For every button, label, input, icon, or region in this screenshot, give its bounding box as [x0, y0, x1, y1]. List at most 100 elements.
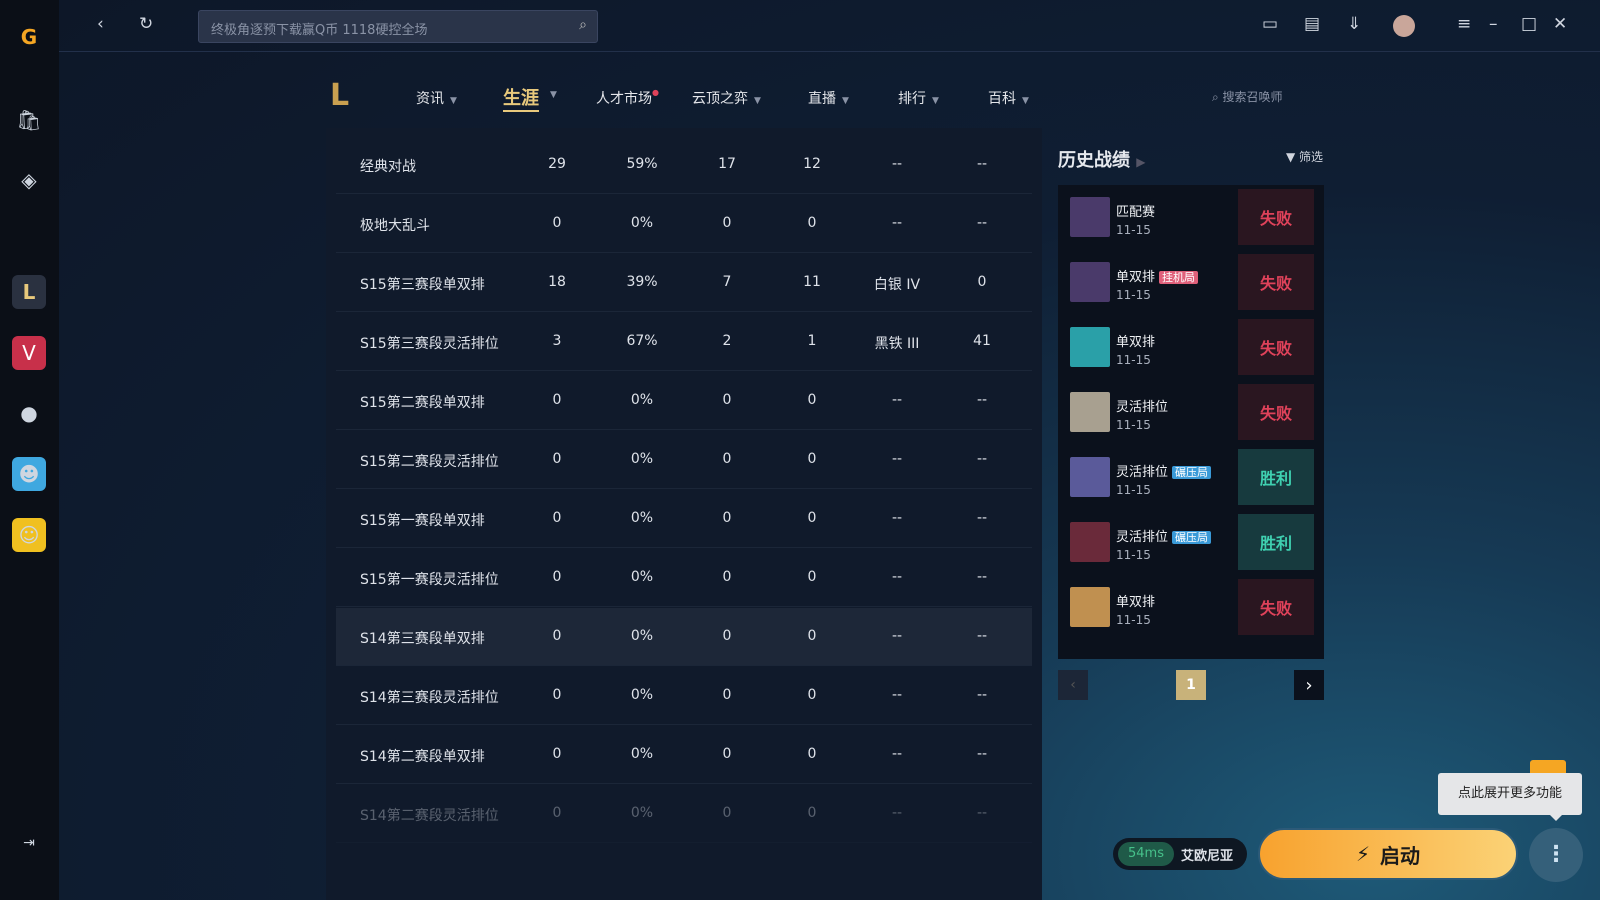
mode-name: 极地大乱斗 [360, 218, 430, 234]
champion-avatar [1070, 457, 1110, 497]
match-result: 失败 [1238, 384, 1314, 440]
nav-career[interactable]: 生涯 [503, 84, 539, 112]
stat-cell: 0 [552, 215, 562, 231]
lol-game-icon[interactable]: L [12, 275, 46, 309]
stat-cell: 0% [630, 392, 654, 408]
table-row[interactable]: S15第一赛段单双排 0 0% 0 0 -- -- [336, 490, 1032, 548]
stat-cell: -- [976, 628, 988, 644]
mode-name: S14第三赛段单双排 [360, 631, 485, 647]
search-icon[interactable]: ⌕ [579, 17, 587, 33]
search-input[interactable]: 终极角逐预下载赢Q币 1118硬控全场 ⌕ [198, 10, 598, 43]
lightning-icon: ⚡ [1355, 842, 1371, 866]
stat-cell: 67% [626, 333, 658, 349]
match-tag: 碾压局 [1172, 531, 1212, 544]
mode-name: S14第二赛段灵活排位 [360, 808, 499, 824]
filter-button[interactable]: ▼ 筛选 [1286, 150, 1324, 164]
stat-cell: 0 [552, 569, 562, 585]
mode-name: S15第三赛段灵活排位 [360, 336, 499, 352]
avatar[interactable] [1393, 15, 1415, 37]
champion-avatar [1070, 522, 1110, 562]
maximize-icon[interactable]: □ [1521, 14, 1538, 34]
app-logo-icon: G [20, 25, 38, 49]
download-icon[interactable]: ⇓ [1347, 14, 1362, 34]
match-mode: 匹配赛 [1116, 205, 1156, 220]
stat-cell: 0 [807, 746, 817, 762]
nav-wiki[interactable]: 百科 ▼ [988, 91, 1029, 107]
table-row[interactable]: 极地大乱斗 0 0% 0 0 -- -- [336, 195, 1032, 253]
game-icon[interactable]: ● [20, 401, 38, 425]
stat-cell: 0 [977, 274, 987, 290]
match-date: 11-15 [1116, 483, 1151, 497]
nav-talent[interactable]: 人才市场● [596, 88, 659, 107]
back-icon[interactable]: ‹ [97, 14, 104, 34]
game-icon[interactable]: ☻ [12, 457, 46, 491]
stat-cell: 0 [807, 805, 817, 821]
chevron-down-icon: ▼ [550, 90, 557, 100]
game-icon[interactable]: ☺ [12, 518, 46, 552]
stat-cell: 0 [807, 451, 817, 467]
table-row[interactable]: S15第三赛段灵活排位 3 67% 2 1 黑铁 III 41 [336, 313, 1032, 371]
minimize-icon[interactable]: – [1489, 14, 1498, 34]
message-icon[interactable]: ▤ [1304, 14, 1321, 34]
stats-table: 经典对战 29 59% 17 12 -- -- 极地大乱斗 0 0% 0 0 -- -- S15第三赛段单双… [326, 128, 1042, 900]
match-date: 11-15 [1116, 223, 1151, 237]
match-result: 胜利 [1238, 514, 1314, 570]
match-item[interactable]: 灵活排位 11-15 失败 [1070, 380, 1314, 440]
match-item[interactable]: 匹配赛 11-15 失败 [1070, 185, 1314, 245]
table-row[interactable]: S15第二赛段灵活排位 0 0% 0 0 -- -- [336, 431, 1032, 489]
prev-page-button[interactable]: ‹ [1058, 670, 1088, 700]
champion-avatar [1070, 262, 1110, 302]
mode-name: S14第二赛段单双排 [360, 749, 485, 765]
more-tooltip: 点此展开更多功能 [1438, 773, 1582, 821]
nav-rank[interactable]: 排行 ▼ [898, 91, 939, 107]
stat-cell: 18 [548, 274, 566, 290]
next-page-button[interactable]: › [1294, 670, 1324, 700]
stat-cell: 0 [722, 805, 732, 821]
stat-cell: 0 [552, 746, 562, 762]
stat-cell: -- [891, 746, 903, 762]
valorant-game-icon[interactable]: V [12, 336, 46, 370]
start-button[interactable]: ⚡ 启动 [1258, 828, 1518, 880]
table-row[interactable]: S14第三赛段单双排 0 0% 0 0 -- -- [336, 608, 1032, 666]
stat-cell: -- [891, 451, 903, 467]
table-row[interactable]: S15第三赛段单双排 18 39% 7 11 白银 IV 0 [336, 254, 1032, 312]
mode-name: S15第二赛段灵活排位 [360, 454, 499, 470]
collapse-sidebar-icon[interactable]: ⇥ [23, 835, 35, 851]
stat-cell: -- [976, 746, 988, 762]
stat-cell: 0 [552, 805, 562, 821]
title-bar: ‹ ↻ ▭ ▤ ⇓ ≡ – □ ✕ [59, 0, 1600, 52]
folder-icon[interactable]: ▭ [1262, 14, 1279, 34]
close-icon[interactable]: ✕ [1553, 14, 1568, 34]
more-options-button[interactable]: ⋮ [1529, 828, 1583, 882]
table-row[interactable]: S14第二赛段灵活排位 0 0% 0 0 -- -- [336, 785, 1032, 843]
match-item[interactable]: 灵活排位 碾压局 11-15 胜利 [1070, 510, 1314, 570]
match-item[interactable]: 单双排 挂机局 11-15 失败 [1070, 250, 1314, 310]
stat-cell: -- [976, 805, 988, 821]
table-row[interactable]: 经典对战 29 59% 17 12 -- -- [336, 136, 1032, 194]
stat-cell: 0 [722, 510, 732, 526]
table-row[interactable]: S14第三赛段灵活排位 0 0% 0 0 -- -- [336, 667, 1032, 725]
nav-live[interactable]: 直播 ▼ [808, 91, 849, 107]
match-item[interactable]: 灵活排位 碾压局 11-15 胜利 [1070, 445, 1314, 505]
page-1-button[interactable]: 1 [1176, 670, 1206, 700]
game-tag-icon[interactable]: ◈ [21, 168, 37, 192]
server-status[interactable]: 54ms 艾欧尼亚 [1113, 838, 1247, 870]
table-row[interactable]: S14第二赛段单双排 0 0% 0 0 -- -- [336, 726, 1032, 784]
nav-tft[interactable]: 云顶之弈 ▼ [692, 91, 761, 107]
history-title[interactable]: 历史战绩 ▶ [1058, 150, 1146, 171]
stat-cell: 0 [552, 392, 562, 408]
mode-name: 经典对战 [360, 159, 416, 175]
refresh-icon[interactable]: ↻ [139, 14, 154, 34]
menu-icon[interactable]: ≡ [1457, 14, 1472, 34]
table-row[interactable]: S15第二赛段单双排 0 0% 0 0 -- -- [336, 372, 1032, 430]
table-row[interactable]: S15第一赛段灵活排位 0 0% 0 0 -- -- [336, 549, 1032, 607]
match-item[interactable]: 单双排 11-15 失败 [1070, 315, 1314, 375]
nav-news[interactable]: 资讯 ▼ [416, 91, 457, 107]
stat-cell: -- [891, 569, 903, 585]
stat-cell: -- [891, 215, 903, 231]
store-icon[interactable]: 🛍 [16, 108, 42, 132]
summoner-search[interactable]: ⌕ 搜索召唤师 [1212, 90, 1283, 104]
stat-cell: 黑铁 III [874, 336, 920, 352]
match-date: 11-15 [1116, 548, 1151, 562]
match-item[interactable]: 单双排 11-15 失败 [1070, 575, 1314, 635]
